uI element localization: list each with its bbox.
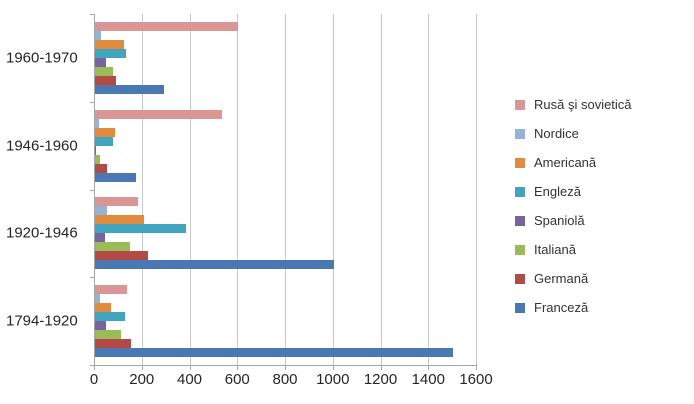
legend-label: Italiană (534, 242, 576, 257)
legend-label: Rusă şi sovietică (534, 97, 632, 112)
gridline (285, 14, 286, 365)
category-label: 1794-1920 (6, 312, 78, 330)
legend-item: Engleză (515, 177, 632, 206)
legend-swatch (515, 99, 525, 110)
bar (95, 321, 106, 331)
gridline (189, 14, 191, 365)
legend-swatch (515, 128, 525, 139)
bar (95, 172, 136, 182)
bar (95, 303, 111, 313)
bar (95, 197, 138, 207)
x-axis-tick (285, 366, 286, 370)
legend-swatch (515, 302, 525, 313)
legend-item: Germană (515, 264, 632, 293)
bar (95, 294, 100, 304)
x-axis-tick-label: 1400 (411, 371, 445, 388)
bar (95, 206, 107, 216)
x-axis-tick (476, 366, 477, 370)
bar (95, 251, 148, 261)
bar (95, 109, 222, 119)
y-axis-tick (90, 277, 94, 279)
y-axis-tick (90, 189, 94, 191)
bar (95, 84, 165, 94)
bar (95, 48, 127, 58)
category-label: 1946-1960 (6, 137, 78, 155)
bar (95, 285, 128, 295)
bar (95, 118, 99, 128)
legend-label: Engleză (534, 184, 581, 199)
legend-swatch (515, 186, 525, 197)
legend-label: Franceză (534, 300, 589, 315)
x-axis-tick-label: 800 (272, 371, 298, 388)
bar (95, 66, 113, 76)
bar (95, 330, 122, 340)
x-axis-tick-label: 400 (176, 371, 203, 388)
x-axis-tick-label: 200 (129, 371, 155, 388)
gridline (237, 14, 239, 365)
bar (95, 348, 454, 358)
x-axis-tick (380, 366, 382, 370)
legend-swatch (515, 273, 525, 284)
x-axis-tick-label: 1000 (316, 371, 350, 388)
bar (95, 242, 130, 252)
legend-label: Germană (534, 271, 589, 286)
legend-swatch (515, 157, 525, 168)
x-axis-tick (189, 366, 191, 370)
bar (95, 233, 105, 243)
bar (95, 57, 106, 67)
legend-item: Italiană (515, 235, 632, 264)
gridline (428, 14, 430, 365)
x-axis-tick (332, 366, 334, 370)
legend-swatch (515, 244, 525, 255)
legend-item: Rusă şi sovietică (515, 90, 632, 119)
gridline (476, 14, 477, 365)
y-axis-tick (90, 101, 94, 103)
bar (95, 30, 101, 40)
bar (95, 312, 125, 322)
x-axis-tick-label: 1600 (459, 371, 493, 388)
legend-label: Spaniolă (534, 213, 585, 228)
legend-label: Americană (534, 155, 597, 170)
category-label: 1920-1946 (6, 224, 78, 242)
legend: Rusă şi sovietică Nordice Americană Engleză… (515, 90, 632, 322)
x-axis-tick (237, 366, 239, 370)
bar (95, 145, 97, 155)
x-axis-tick (428, 366, 430, 370)
y-axis-tick (90, 14, 94, 15)
legend-label: Nordice (534, 126, 579, 141)
x-axis-tick (141, 366, 143, 370)
gridline (332, 14, 334, 365)
bar (95, 136, 113, 146)
bar (95, 163, 107, 173)
legend-item: Spaniolă (515, 206, 632, 235)
x-axis-tick-label: 0 (89, 371, 99, 388)
y-axis-labels: 1960-1970 1946-1960 1920-1946 1794-1920 (0, 14, 88, 365)
bar (95, 39, 124, 49)
bar (95, 224, 186, 234)
x-axis-tick-label: 1200 (363, 371, 398, 388)
bar (95, 127, 116, 137)
y-axis-tick (90, 365, 94, 366)
legend-swatch (515, 215, 525, 226)
gridline (380, 14, 382, 365)
bar (95, 154, 100, 164)
x-axis-tick (94, 366, 95, 370)
bar (95, 75, 117, 85)
x-axis-tick-label: 600 (224, 371, 250, 388)
legend-item: Franceză (515, 293, 632, 322)
category-label: 1960-1970 (6, 49, 78, 67)
bar (95, 215, 144, 225)
gridline (141, 14, 143, 365)
plot-area (94, 14, 477, 366)
bar (95, 260, 334, 270)
legend-item: Nordice (515, 119, 632, 148)
bar (95, 339, 131, 349)
legend-item: Americană (515, 148, 632, 177)
bar (95, 21, 239, 31)
